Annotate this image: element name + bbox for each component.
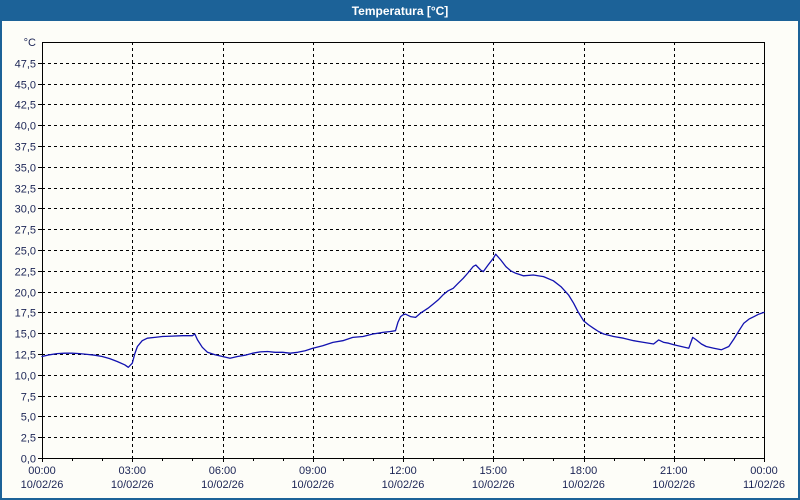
x-tick-time-label: 06:00 — [209, 465, 237, 477]
y-tick-label: 25,0 — [15, 246, 36, 258]
y-tick-label: 47,5 — [15, 59, 36, 71]
x-tick-time-label: 18:00 — [570, 465, 598, 477]
y-tick-label: 45,0 — [15, 80, 36, 92]
y-tick-label: 22,5 — [15, 267, 36, 279]
x-tick-time-label: 12:00 — [389, 465, 417, 477]
x-tick-date-label: 10/02/26 — [382, 479, 425, 491]
y-tick-label: 40,0 — [15, 121, 36, 133]
y-tick-label: 35,0 — [15, 163, 36, 175]
x-tick-date-label: 10/02/26 — [201, 479, 244, 491]
x-tick-date-label: 10/02/26 — [111, 479, 154, 491]
x-tick-date-label: 11/02/26 — [743, 479, 785, 491]
y-tick-label: 30,0 — [15, 204, 36, 216]
y-tick-label: 12,5 — [15, 350, 36, 362]
y-tick-label: 27,5 — [15, 225, 36, 237]
y-tick-label: 15,0 — [15, 329, 36, 341]
x-tick-time-label: 00:00 — [750, 465, 778, 477]
x-tick-date-label: 10/02/26 — [291, 479, 334, 491]
temperature-chart: 0,0 2,5 5,0 7,5 10,0 12,5 15,0 17,5 20,0 22,5 25,0… — [15, 37, 785, 491]
x-tick-date-label: 10/02/26 — [21, 479, 64, 491]
plot-border — [42, 42, 765, 459]
x-tick-date-label: 10/02/26 — [472, 479, 515, 491]
y-tick-label: 17,5 — [15, 308, 36, 320]
y-tick-label: 20,0 — [15, 288, 36, 300]
y-tick-label: 32,5 — [15, 184, 36, 196]
window-title: Temperatura [°C] — [351, 4, 449, 18]
y-tick-label: 7,5 — [21, 392, 36, 404]
y-axis-unit-label: °C — [24, 37, 36, 49]
x-tick-time-label: 15:00 — [479, 465, 507, 477]
x-tick-time-label: 00:00 — [28, 465, 56, 477]
x-tick-time-label: 09:00 — [299, 465, 327, 477]
y-tick-label: 2,5 — [21, 433, 36, 445]
chart-area: 0,0 2,5 5,0 7,5 10,0 12,5 15,0 17,5 20,0 22,5 25,0… — [2, 21, 798, 498]
y-tick-label: 5,0 — [21, 412, 36, 424]
x-tick-time-label: 03:00 — [118, 465, 146, 477]
x-tick-date-label: 10/02/26 — [652, 479, 695, 491]
x-tick-time-label: 21:00 — [660, 465, 688, 477]
y-tick-label: 0,0 — [21, 454, 36, 466]
window-titlebar: Temperatura [°C] — [2, 2, 798, 21]
y-tick-label: 10,0 — [15, 371, 36, 383]
y-tick-label: 42,5 — [15, 100, 36, 112]
y-tick-label: 37,5 — [15, 142, 36, 154]
x-tick-date-label: 10/02/26 — [562, 479, 605, 491]
series-line-temperatura — [41, 253, 765, 368]
